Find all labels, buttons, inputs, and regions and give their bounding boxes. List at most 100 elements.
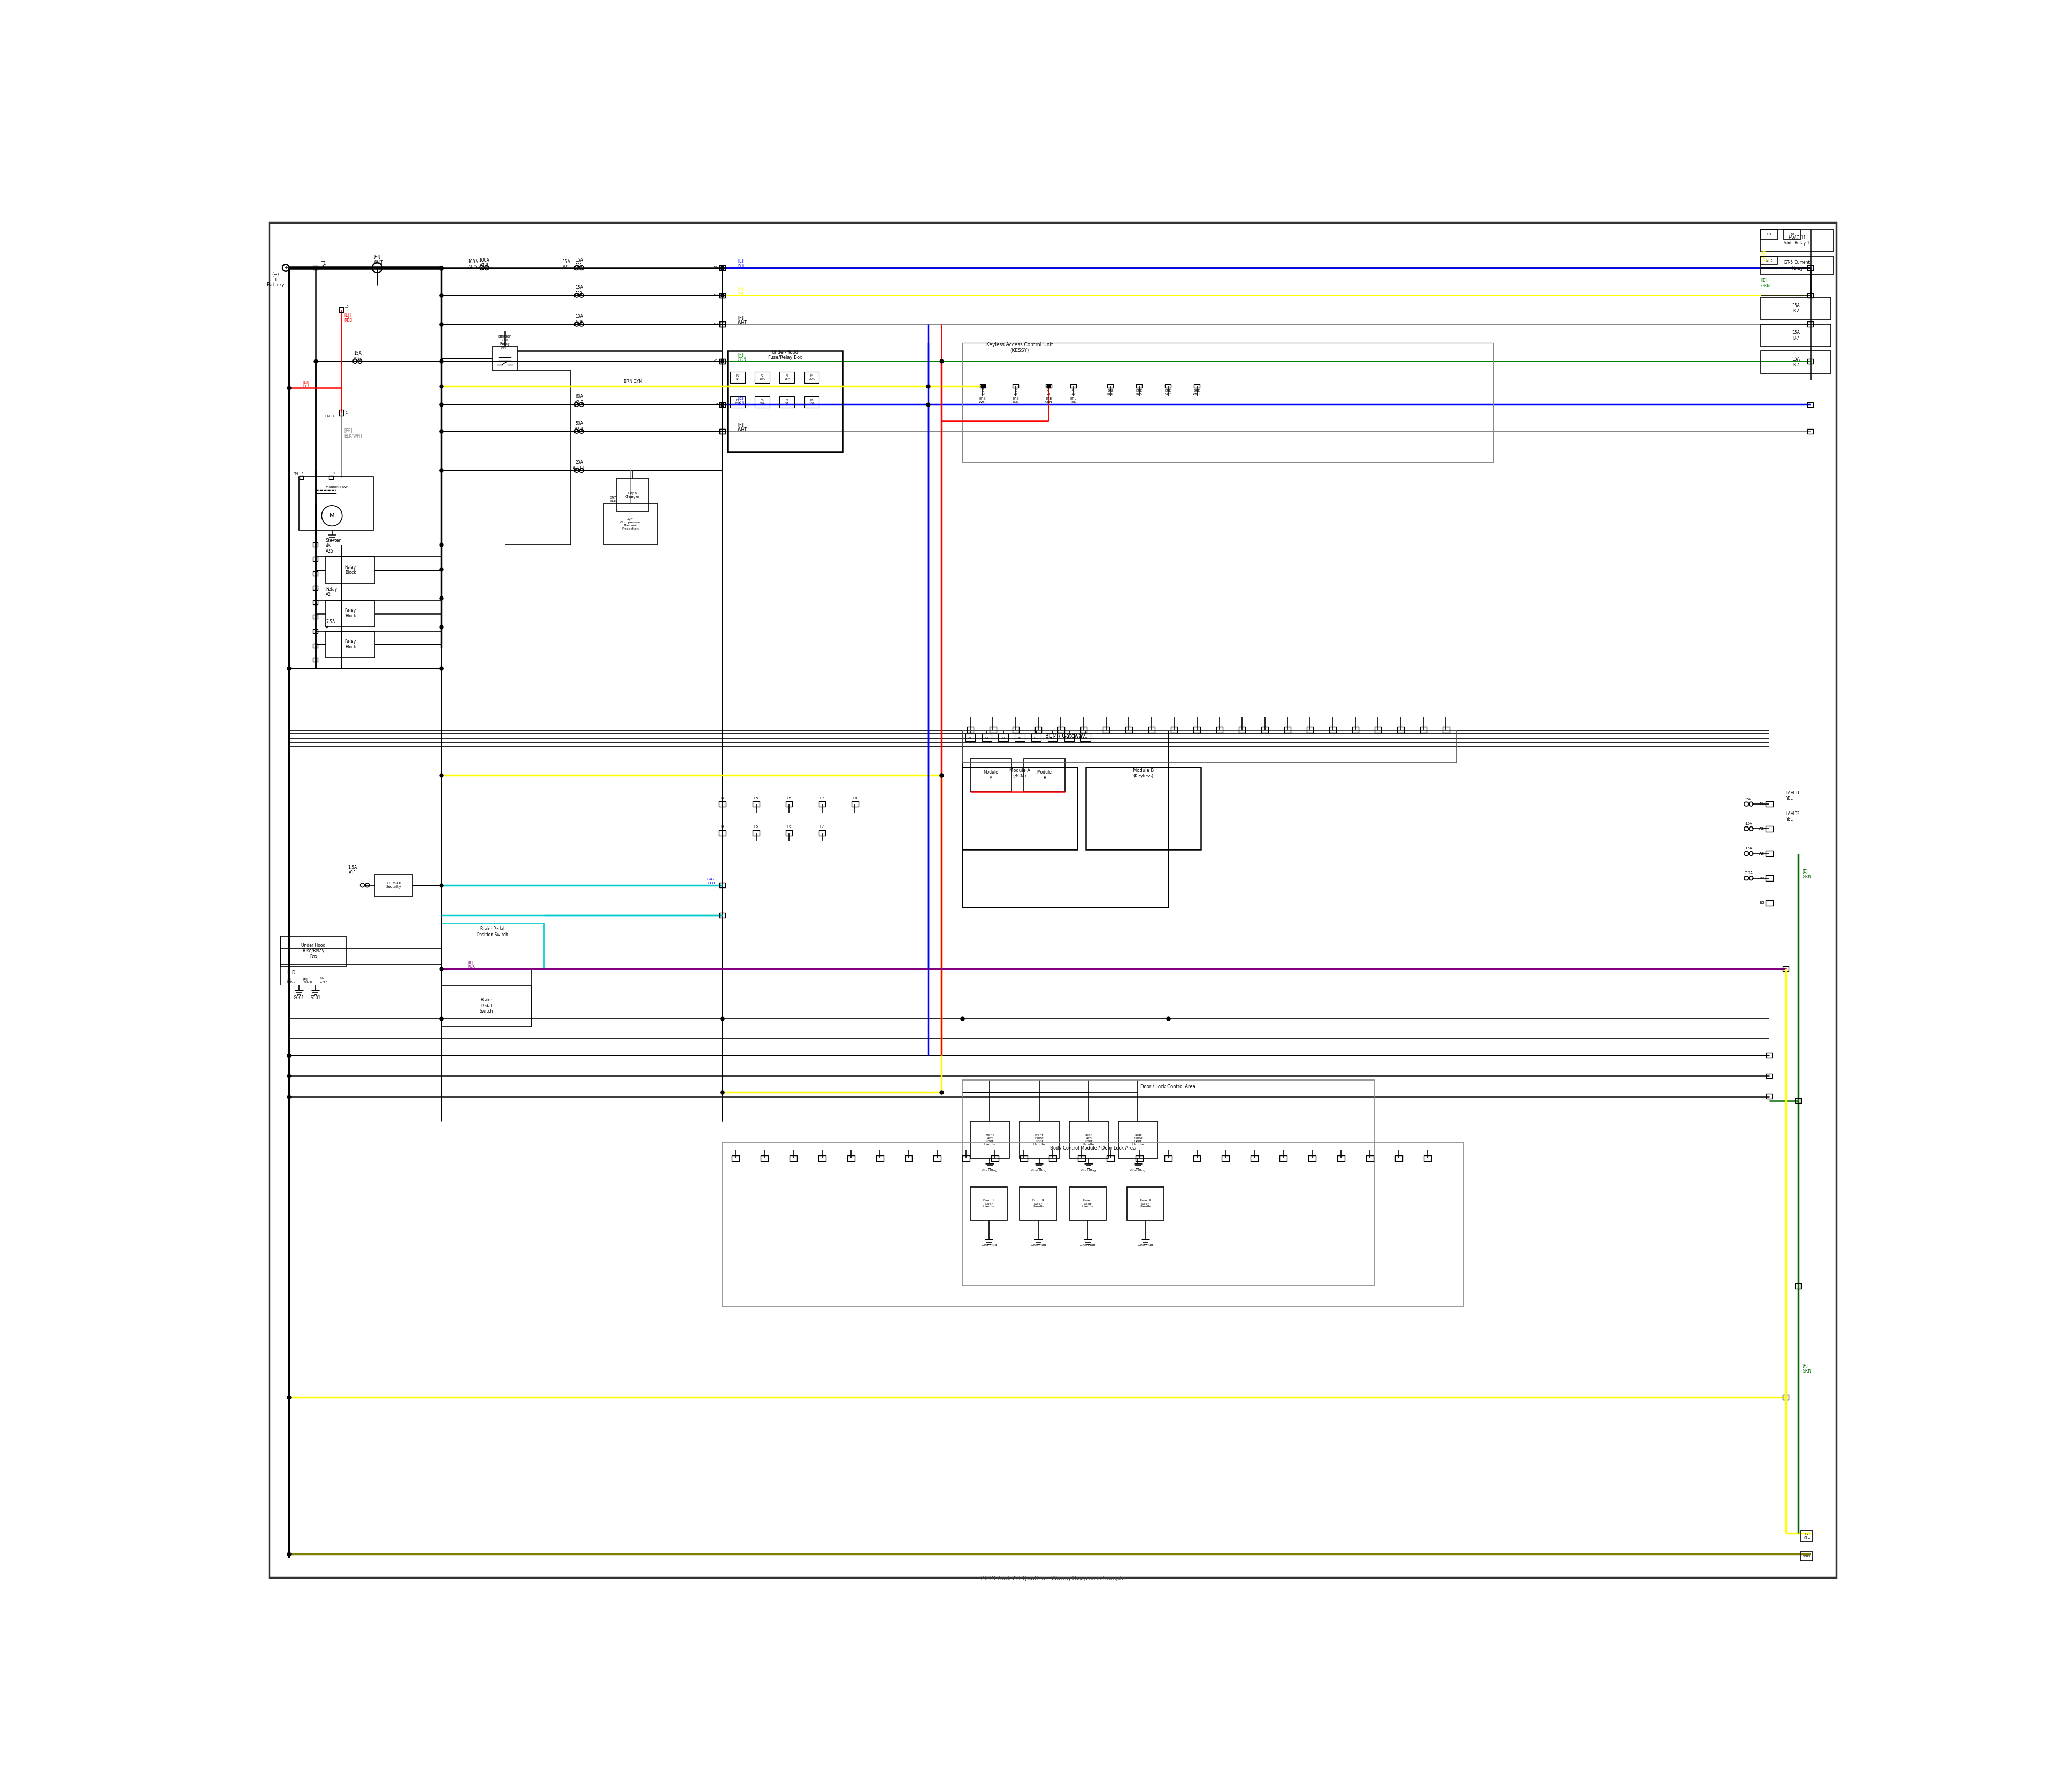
- Bar: [1766, 801, 1773, 806]
- Text: [E]
BLU: [E] BLU: [737, 258, 746, 269]
- Text: GND: GND: [1803, 1555, 1810, 1557]
- Text: 7.5A: 7.5A: [1744, 871, 1752, 874]
- Text: Gnd Plug: Gnd Plug: [1080, 1244, 1095, 1245]
- Bar: [969, 1122, 1009, 1158]
- Text: D1: D1: [1068, 737, 1072, 738]
- Bar: [1766, 851, 1773, 857]
- Bar: [805, 371, 820, 383]
- Bar: [1165, 383, 1171, 389]
- Text: BRL
TEL: BRL TEL: [1070, 398, 1076, 403]
- Bar: [312, 557, 318, 561]
- Bar: [998, 735, 1009, 742]
- Bar: [1193, 1156, 1200, 1161]
- Text: 7.5A
A: 7.5A A: [327, 620, 335, 631]
- Text: Relay
Block: Relay Block: [345, 607, 355, 618]
- Bar: [727, 351, 842, 452]
- Bar: [604, 504, 657, 545]
- Text: 2A
C-47: 2A C-47: [320, 977, 327, 984]
- Bar: [1239, 728, 1245, 733]
- Bar: [1808, 401, 1814, 407]
- Bar: [846, 1156, 854, 1161]
- Bar: [805, 396, 820, 409]
- Text: C
22: C 22: [1013, 389, 1017, 394]
- Text: 60A
A2-3: 60A A2-3: [575, 394, 583, 405]
- Text: Battery: Battery: [267, 283, 283, 287]
- Text: Front
Right
Door
Handle: Front Right Door Handle: [1033, 1134, 1045, 1145]
- Bar: [719, 401, 725, 407]
- Bar: [756, 371, 770, 383]
- Bar: [1284, 728, 1290, 733]
- Bar: [1050, 1156, 1056, 1161]
- Text: B2: B2: [1019, 737, 1021, 738]
- Bar: [493, 346, 518, 371]
- Text: 4A
A25: 4A A25: [327, 543, 333, 554]
- Text: BRN CYN: BRN CYN: [624, 380, 641, 383]
- Text: 1: 1: [273, 278, 277, 283]
- Bar: [1171, 728, 1177, 733]
- Bar: [1031, 735, 1041, 742]
- Text: Relay
Block: Relay Block: [345, 564, 355, 575]
- Bar: [719, 401, 725, 407]
- Bar: [990, 728, 996, 733]
- Bar: [781, 396, 795, 409]
- Text: [EE]
BLK/WHT: [EE] BLK/WHT: [345, 428, 364, 439]
- Bar: [1045, 383, 1052, 389]
- Bar: [875, 1156, 883, 1161]
- Text: Under Hood
Fuse/Relay
Box: Under Hood Fuse/Relay Box: [302, 943, 325, 959]
- Text: F4
20A: F4 20A: [809, 375, 815, 380]
- Text: GT5: GT5: [1766, 258, 1773, 262]
- Bar: [1058, 728, 1064, 733]
- Bar: [967, 728, 974, 733]
- Bar: [1087, 767, 1202, 849]
- Text: [E]
YEL-B: [E] YEL-B: [304, 977, 312, 984]
- Text: Module A
(BCM): Module A (BCM): [1009, 769, 1031, 778]
- Bar: [1070, 1122, 1109, 1158]
- Text: 15A
A21: 15A A21: [563, 260, 571, 269]
- Bar: [1136, 383, 1142, 389]
- Text: A1: A1: [967, 737, 972, 738]
- Text: F7
5A: F7 5A: [785, 400, 789, 405]
- Bar: [1107, 383, 1113, 389]
- Bar: [1013, 728, 1019, 733]
- Text: Brake Pedal
Position Switch: Brake Pedal Position Switch: [477, 926, 507, 937]
- Bar: [1165, 1156, 1171, 1161]
- Bar: [719, 830, 725, 835]
- Text: F8
10A: F8 10A: [809, 400, 815, 405]
- Text: Module
B: Module B: [1037, 771, 1052, 780]
- Text: GT-5 Current
Relay: GT-5 Current Relay: [1785, 260, 1810, 271]
- Bar: [1808, 358, 1814, 364]
- Bar: [1107, 1156, 1113, 1161]
- Text: Keyless Access Control Unit
(KESSY): Keyless Access Control Unit (KESSY): [986, 342, 1054, 353]
- Text: F4: F4: [721, 824, 725, 828]
- Text: A/C
Compressor
Thermal
Protection: A/C Compressor Thermal Protection: [620, 518, 641, 530]
- Bar: [1442, 728, 1450, 733]
- Text: Front
Left
Door
Handle: Front Left Door Handle: [984, 1134, 996, 1145]
- Text: G
YEL: G YEL: [1803, 1532, 1810, 1539]
- Bar: [1766, 1095, 1773, 1098]
- Text: Ignition
Coil
Relay
M44: Ignition Coil Relay M44: [497, 335, 511, 349]
- Text: 2019 Audi A3 Quattro - Wiring Diagrams Sample: 2019 Audi A3 Quattro - Wiring Diagrams S…: [980, 1575, 1126, 1581]
- Bar: [1395, 1156, 1403, 1161]
- Bar: [1064, 735, 1074, 742]
- Bar: [1023, 758, 1066, 792]
- Bar: [442, 986, 532, 1027]
- Text: Caps
Charger: Caps Charger: [624, 491, 641, 498]
- Bar: [1397, 728, 1405, 733]
- Text: T1: T1: [322, 262, 327, 265]
- Bar: [1128, 1186, 1165, 1220]
- Text: P5: P5: [754, 796, 758, 799]
- Bar: [327, 600, 376, 627]
- Text: 15A
A22: 15A A22: [575, 285, 583, 296]
- Text: Gnd Plug: Gnd Plug: [1031, 1170, 1048, 1172]
- Bar: [1783, 1394, 1789, 1400]
- Bar: [1799, 1552, 1812, 1561]
- Bar: [852, 801, 859, 806]
- Text: B2: B2: [1760, 901, 1764, 905]
- Bar: [339, 410, 343, 416]
- Bar: [1148, 728, 1154, 733]
- Bar: [281, 935, 347, 966]
- Text: [E]
WHT: [E] WHT: [737, 315, 748, 326]
- Text: 100A
A1-5: 100A A1-5: [479, 258, 489, 269]
- Text: 15A: 15A: [1746, 848, 1752, 849]
- Bar: [1760, 324, 1830, 348]
